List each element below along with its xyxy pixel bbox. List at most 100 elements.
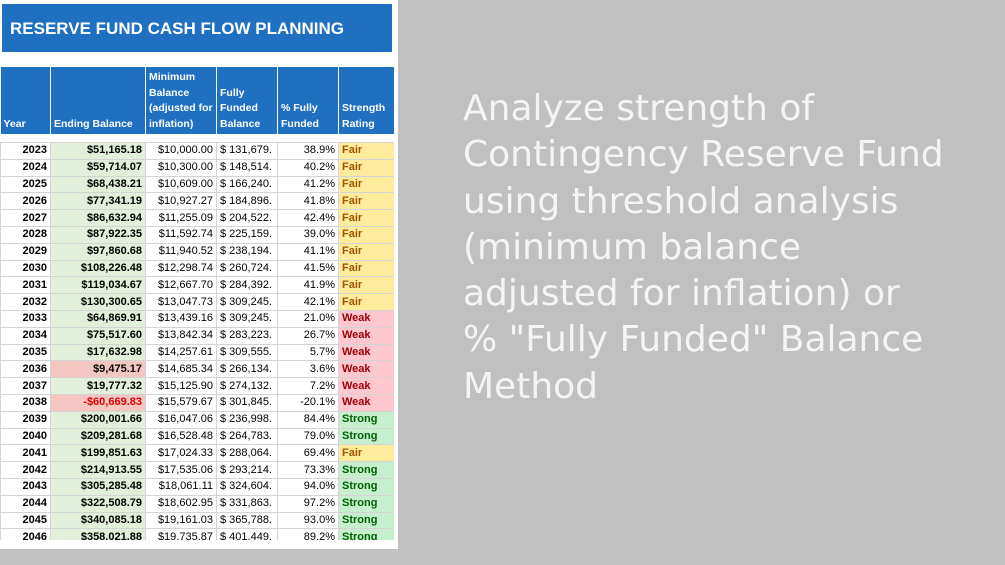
cell: 41.9% — [277, 276, 339, 295]
table-row: 2035 $17,632.98 $14,257.61 $ 309,555. 5.7% We… — [0, 343, 394, 362]
cell: Fair — [338, 158, 394, 177]
cell: 2026 — [0, 192, 51, 211]
cell: $ 148,514. — [216, 158, 278, 177]
cell: 2041 — [0, 444, 51, 463]
cell: 2024 — [0, 158, 51, 177]
table-row: 2046 $358,021.88 $19,735.87 $ 401,449. 89.2%… — [0, 528, 394, 540]
cell: $200,001.66 — [50, 410, 146, 429]
cell: $16,047.06 — [145, 410, 217, 429]
cell: Weak — [338, 393, 394, 412]
table-row: 2039 $200,001.66 $16,047.06 $ 236,998. 84.4%… — [0, 410, 394, 429]
cell: $ 236,998. — [216, 410, 278, 429]
table-row: 2027 $86,632.94 $11,255.09 $ 204,522. 42.4% F… — [0, 209, 394, 227]
cell: $11,940.52 — [145, 242, 217, 261]
cell: $18,061.11 — [145, 477, 217, 496]
table-row: 2041 $199,851.63 $17,024.33 $ 288,064. 69.4%… — [0, 444, 394, 463]
cell: $64,869.91 — [50, 309, 146, 328]
cell: Fair — [338, 242, 394, 261]
column-header: Minimum Balance (adjusted for inflation) — [145, 67, 217, 134]
caption-line: using threshold analysis — [463, 180, 899, 222]
cell: $ 365,788. — [216, 511, 278, 530]
caption-line: Contingency Reserve Fund — [463, 134, 944, 176]
cell: $ 309,555. — [216, 343, 278, 362]
table-row: 2029 $97,860.68 $11,940.52 $ 238,194. 41.1% F… — [0, 242, 394, 261]
cell: $97,860.68 — [50, 242, 146, 261]
table-row: 2037 $19,777.32 $15,125.90 $ 274,132. 7.2% We… — [0, 377, 394, 395]
cell: $68,438.21 — [50, 175, 146, 194]
cell: Fair — [338, 259, 394, 278]
cell: $10,927.27 — [145, 192, 217, 211]
cell: $13,047.73 — [145, 293, 217, 311]
cell: $ 225,159. — [216, 225, 278, 244]
cell: $17,024.33 — [145, 444, 217, 463]
cell: $ 204,522. — [216, 209, 278, 227]
cell: $13,439.16 — [145, 309, 217, 328]
cell: $ 274,132. — [216, 377, 278, 395]
cell: Strong — [338, 528, 394, 540]
cell: 41.8% — [277, 192, 339, 211]
cell: $12,298.74 — [145, 259, 217, 278]
cell: 2032 — [0, 293, 51, 311]
cell: $358,021.88 — [50, 528, 146, 540]
cell: $ 166,240. — [216, 175, 278, 194]
cell: Fair — [338, 276, 394, 295]
table-row: 2038 -$60,669.83 $15,579.67 $ 301,845. -20.1… — [0, 393, 394, 412]
cell: 2043 — [0, 477, 51, 496]
cell: $15,579.67 — [145, 393, 217, 412]
cell: $ 131,679. — [216, 142, 278, 160]
cell: $ 266,134. — [216, 360, 278, 379]
column-header: Ending Balance — [50, 67, 146, 134]
column-header: Year — [0, 67, 51, 134]
cell: Strong — [338, 494, 394, 513]
cell: $17,632.98 — [50, 343, 146, 362]
table-row: 2042 $214,913.55 $17,535.06 $ 293,214. 73.3%… — [0, 461, 394, 479]
cell: 2034 — [0, 326, 51, 345]
cell: $130,300.65 — [50, 293, 146, 311]
cell: Weak — [338, 326, 394, 345]
table-viewport: Year Ending Balance Minimum Balance (adjus… — [0, 67, 394, 540]
sheet-title: RESERVE FUND CASH FLOW PLANNING — [2, 4, 392, 52]
cell: -20.1% — [277, 393, 339, 412]
caption-line: (minimum balance — [463, 226, 802, 268]
cell: 26.7% — [277, 326, 339, 345]
cell: 40.2% — [277, 158, 339, 177]
cell: $51,165.18 — [50, 142, 146, 160]
cell: $11,255.09 — [145, 209, 217, 227]
cell: $14,257.61 — [145, 343, 217, 362]
cell: 2039 — [0, 410, 51, 429]
cell: $19,735.87 — [145, 528, 217, 540]
cell: 2042 — [0, 461, 51, 479]
cell: $14,685.34 — [145, 360, 217, 379]
cell: 42.4% — [277, 209, 339, 227]
cell: 93.0% — [277, 511, 339, 530]
caption-line: adjusted for inflation) or — [463, 273, 900, 315]
cell: $ 324,604. — [216, 477, 278, 496]
spacer — [1, 134, 395, 143]
column-header: Strength Rating — [338, 67, 394, 134]
table-row: 2030 $108,226.48 $12,298.74 $ 260,724. 41.5%… — [0, 259, 394, 278]
cell: Weak — [338, 360, 394, 379]
cell: Fair — [338, 209, 394, 227]
cell: 3.6% — [277, 360, 339, 379]
cell: $17,535.06 — [145, 461, 217, 479]
column-header: % Fully Funded — [277, 67, 339, 134]
cell: Strong — [338, 477, 394, 496]
cell: 2029 — [0, 242, 51, 261]
table-row: 2033 $64,869.91 $13,439.16 $ 309,245. 21.0% W… — [0, 309, 394, 328]
caption: Analyze strength of Contingency Reserve F… — [463, 86, 944, 410]
spacer-row — [1, 134, 395, 143]
cell: Fair — [338, 192, 394, 211]
table-row: 2025 $68,438.21 $10,609.00 $ 166,240. 41.2% F… — [0, 175, 394, 194]
cell: $16,528.48 — [145, 427, 217, 446]
cell: 2044 — [0, 494, 51, 513]
cell: 2038 — [0, 393, 51, 412]
cell: $305,285.48 — [50, 477, 146, 496]
cell: 2027 — [0, 209, 51, 227]
cell: 21.0% — [277, 309, 339, 328]
cell: $ 284,392. — [216, 276, 278, 295]
table-row: 2036 $9,475.17 $14,685.34 $ 266,134. 3.6% Wea… — [0, 360, 394, 379]
cell: $199,851.63 — [50, 444, 146, 463]
cell: 41.2% — [277, 175, 339, 194]
cell: 69.4% — [277, 444, 339, 463]
